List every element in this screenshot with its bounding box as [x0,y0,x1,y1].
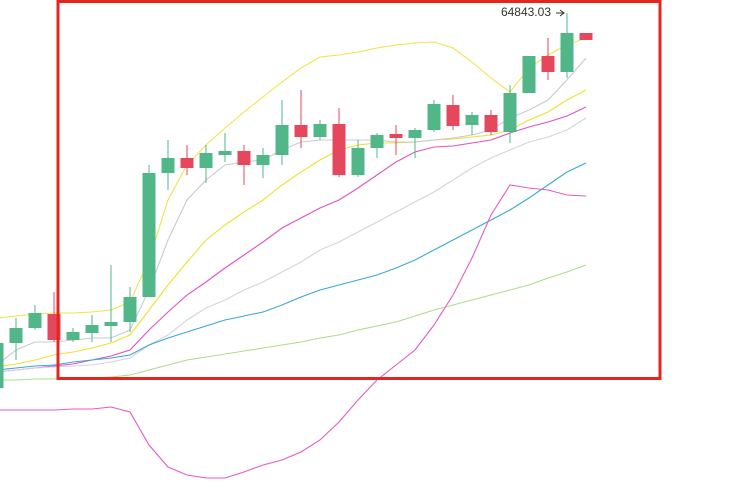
candle-body [446,105,460,126]
candle-body [161,158,175,173]
candle-body [313,124,327,137]
candle-body [256,155,270,165]
candle-body [484,115,498,132]
candle-body [218,151,232,155]
candle-body [370,135,384,148]
candle-body [351,148,365,175]
high-price-label: 64843.03 [501,5,551,19]
indicator-line [0,37,587,319]
candle-body [275,125,289,155]
indicator-line [0,117,587,373]
highlight-frame [56,0,662,380]
candle-body [408,130,422,138]
candle-body [85,325,99,333]
candle-body [0,343,4,388]
candle-body [199,153,213,168]
candle-body [560,33,574,72]
high-price-arrow [556,9,565,17]
indicator-line [0,57,587,364]
candle-body [522,56,536,93]
candle-body [180,158,194,168]
candle-body [142,173,156,297]
indicator-line [0,184,587,479]
candle-body [123,297,137,322]
candle-body [465,115,479,125]
candle-body [294,125,308,137]
indicator-line [0,264,587,381]
candle-body [503,93,517,132]
candle-body [104,322,118,326]
candle-body [332,124,346,175]
candle-body [237,151,251,165]
candle-body [66,332,80,340]
indicator-lines [0,37,587,479]
candle-body [541,56,555,72]
candle-body [28,313,42,328]
candle-body [579,33,593,40]
candle-body [389,134,403,138]
candle-body [427,104,441,130]
indicator-line [0,89,587,368]
candle-body [9,328,23,343]
candles [0,13,593,388]
